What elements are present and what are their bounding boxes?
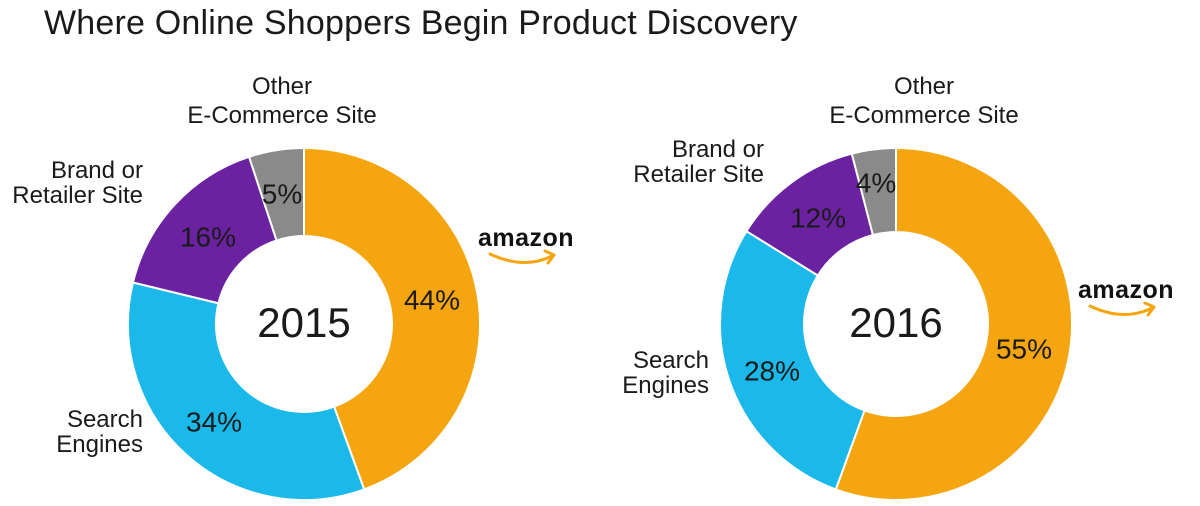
category-label-search: Search Engines	[56, 406, 143, 458]
category-label-line: Retailer Site	[633, 161, 764, 188]
value-label-search: 28%	[744, 355, 800, 386]
category-label-other: Other E-Commerce Site	[829, 73, 1018, 129]
amazon-smile-arrowhead	[543, 249, 556, 265]
category-label-line: Search	[67, 406, 143, 433]
value-label-other: 5%	[262, 178, 302, 209]
value-label-brand: 16%	[180, 221, 236, 252]
category-label-line: E-Commerce Site	[187, 102, 376, 129]
category-label-line: Retailer Site	[12, 182, 143, 209]
category-label-line: Search	[633, 347, 709, 374]
category-label-brand: Brand or Retailer Site	[633, 136, 764, 188]
slice-amazon	[303, 146, 481, 491]
value-label-amazon: 44%	[404, 284, 460, 315]
center-year-label: 2016	[849, 299, 942, 346]
slice-other	[850, 146, 897, 237]
amazon-smile-arrow	[1088, 304, 1154, 317]
category-label-other: Other E-Commerce Site	[187, 73, 376, 129]
amazon-logo-wordmark: amazon	[1078, 276, 1174, 304]
slice-amazon	[834, 146, 1073, 501]
value-label-other: 4%	[856, 167, 896, 198]
slice-search	[127, 281, 366, 501]
category-label-line: Brand or	[51, 157, 143, 184]
category-label-line: Engines	[56, 431, 143, 458]
center-year-label: 2015	[257, 299, 350, 346]
category-label-line: Other	[252, 73, 312, 100]
value-label-search: 34%	[186, 406, 242, 437]
value-label-amazon: 55%	[996, 333, 1052, 364]
slice-brand	[131, 155, 278, 305]
category-label-line: Brand or	[672, 136, 764, 163]
amazon-smile-arrowhead	[1143, 301, 1156, 317]
category-label-search: Search Engines	[622, 347, 709, 399]
slice-search	[719, 229, 866, 491]
category-label-brand: Brand or Retailer Site	[12, 157, 143, 209]
donut-chart-2016: 55% 28% Search Engines 12% Brand or Retailer S…	[622, 73, 1174, 501]
amazon-logo-icon: amazon	[1078, 276, 1174, 317]
chart-title: Where Online Shoppers Begin Product Disc…	[44, 4, 798, 42]
category-label-line: E-Commerce Site	[829, 102, 1018, 129]
donut-chart-2015: 44% 34% Search Engines 16% Brand or Retailer S…	[12, 73, 574, 501]
value-label-brand: 12%	[790, 202, 846, 233]
category-label-line: Other	[894, 73, 954, 100]
amazon-logo-wordmark: amazon	[478, 224, 574, 252]
category-label-line: Engines	[622, 372, 709, 399]
amazon-smile-arrow	[488, 252, 554, 265]
slice-other	[247, 146, 305, 242]
amazon-logo-icon: amazon	[478, 224, 574, 265]
